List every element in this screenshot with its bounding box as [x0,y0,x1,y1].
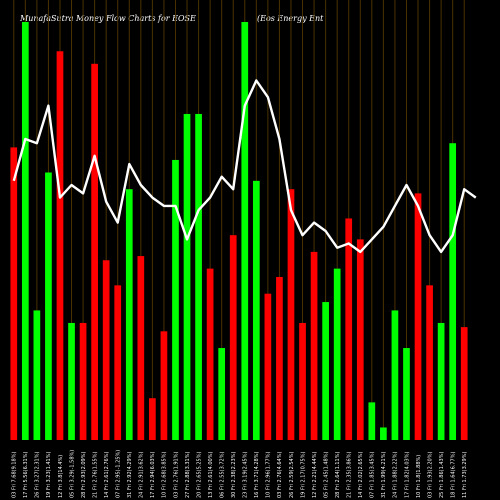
x-tick-label: 21 Fri 2.35(3.86%) [347,452,353,498]
x-tick-label: 12 Fri 2.21(4.44%) [312,452,318,498]
x-tick-label: 28 Fri 2.64(1.11%) [335,452,341,498]
bar [33,310,41,440]
x-tick-label: 28 Fri 2.93(2.09%) [81,452,87,498]
bar [460,327,468,440]
x-tick-label: 25 Fri 1.86(1.43%) [439,452,445,498]
x-tick-label: 31 Fri 1.99(4.21%) [381,452,387,498]
bar [449,143,457,440]
x-tick-label: 03 Fri 1.93(2.20%) [427,452,433,498]
bar [391,310,399,440]
x-tick-label: 26 Fri 2.59(2.54%) [289,452,295,498]
x-tick-label: 13 Fri 2.61(4.00%) [208,452,214,498]
x-tick-label: 17 Fri 1.82(4.03%) [404,452,410,498]
x-tick-label: 18 Fri 1.64(6.77%) [450,452,456,498]
x-tick-label: 07 Fri 2.95(-1.25%) [116,450,122,498]
bar [310,251,318,440]
bar [91,63,98,441]
x-tick-label: 19 Fri 2.17(0.75%) [300,452,306,498]
x-tick-label: 07 Fri 1.85(3.45%) [370,452,376,498]
x-tick-label: 26 Fri 3.27(2.31%) [35,452,41,498]
bar [368,402,376,440]
bar [137,256,145,440]
bar [264,293,272,440]
x-tick-label: 19 Fri 3.23(1.41%) [46,452,52,498]
bar [287,189,295,440]
chart-title: MunafaSutra Money Flow Charts for EOSE [20,14,196,23]
x-tick-label: 14 Fri 2.02(2.65%) [358,452,364,498]
x-tick-label: 27 Fri 2.88(3.31%) [185,452,191,498]
bar [380,427,387,440]
bar [252,180,260,440]
bar [403,348,410,440]
bar [160,331,168,440]
bar [183,113,191,441]
x-tick-label: 16 Fri 3.71(4.28%) [254,452,260,498]
x-tick-label: 05 Fri 2.45(1.48%) [323,452,329,498]
x-tick-label: 24 Fri 1.88(2.22%) [393,452,399,498]
x-tick-label: 21 Fri 2.76(1.55%) [92,452,98,498]
bar [299,322,306,440]
x-tick-label: 10 Fri 2.68(3.85%) [162,452,168,498]
bar [102,260,110,440]
bar [56,51,64,440]
x-tick-label: 17 Fri 2.94(6.03%) [150,452,156,498]
bar [276,276,283,440]
bar [149,398,156,440]
x-tick-label: 14 Fri 2.61(2.76%) [104,452,110,498]
bar [218,348,226,440]
bar [437,322,445,440]
bar [426,285,433,440]
bar [333,268,341,440]
bar [229,235,237,440]
bar [114,285,122,440]
bar [322,302,329,440]
bar [45,172,52,441]
x-tick-label: 05 Fri 3.29(-1.58%) [69,450,75,498]
bar [79,322,87,440]
bar [68,322,75,440]
bar [356,239,364,440]
money-flow-line [12,79,477,254]
x-tick-label: 30 Fri 2.38(2.23%) [231,452,237,498]
bar [195,113,202,441]
x-tick-label: 03 Fri 7.68(9.18%) [12,452,18,498]
x-tick-label: 10 Fri 2.96(1.77%) [266,452,272,498]
x-tick-label: 06 Fri 2.55(3.72%) [219,452,225,498]
x-tick-label: 11 Fri 1.73(3.29%) [462,452,468,498]
bar [172,159,179,440]
x-tick-label: 03 Fri 2.76(4.64%) [277,452,283,498]
x-tick-label: 24 Fri 2.91(3.62%) [139,452,145,498]
x-tick-label: 17 Fri 5.56(6.31%) [23,452,29,498]
company-name: (Eos Energy Ent [257,14,324,23]
bar [345,218,353,440]
x-tick-label: 20 Fri 2.65(5.25%) [196,452,202,498]
x-tick-label: 23 Fri 3.19(2.45%) [243,452,249,498]
x-tick-label: 10 Fri 1.8(1.88%) [416,455,422,498]
x-tick-label: 03 Fri 2.76(1.91%) [173,452,179,498]
x-tick-label: 31 Fri 2.92(4.29%) [127,452,133,498]
bar-series [10,22,468,441]
bar [206,268,214,440]
bar [125,189,133,440]
x-tick-labels: 03 Fri 7.68(9.18%) 17 Fri 5.56(6.31%) 26 F… [12,450,468,498]
bar [241,22,249,440]
bar [10,147,18,440]
bar [414,193,422,440]
bar [21,22,29,440]
x-tick-label: 12 Fri 3.8(14.4%) [58,455,64,498]
